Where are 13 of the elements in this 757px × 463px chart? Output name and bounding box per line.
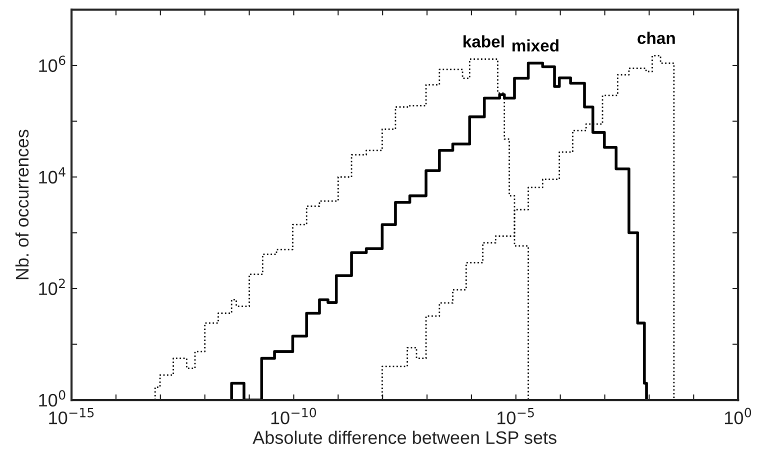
y-tick-label: 10$^{6}$ [39, 56, 66, 72]
y-tick-label: 10$^{0}$ [39, 390, 66, 407]
x-tick-label: 10$^{0}$ [725, 408, 752, 424]
series-label: kabel [464, 35, 504, 48]
x-tick-label: 10$^{−15}$ [49, 408, 94, 424]
y-tick-label: 10$^{4}$ [39, 167, 66, 184]
series-label: chan [638, 32, 675, 44]
y-axis-title: Nb. of occurrences [15, 130, 29, 280]
x-axis-title: Absolute difference between LSP sets [252, 430, 556, 444]
x-tick-label: 10$^{−10}$ [271, 408, 316, 424]
series-label: mixed [512, 39, 558, 52]
x-tick-label: 10$^{−5}$ [498, 408, 534, 424]
y-tick-label: 10$^{2}$ [39, 278, 65, 296]
